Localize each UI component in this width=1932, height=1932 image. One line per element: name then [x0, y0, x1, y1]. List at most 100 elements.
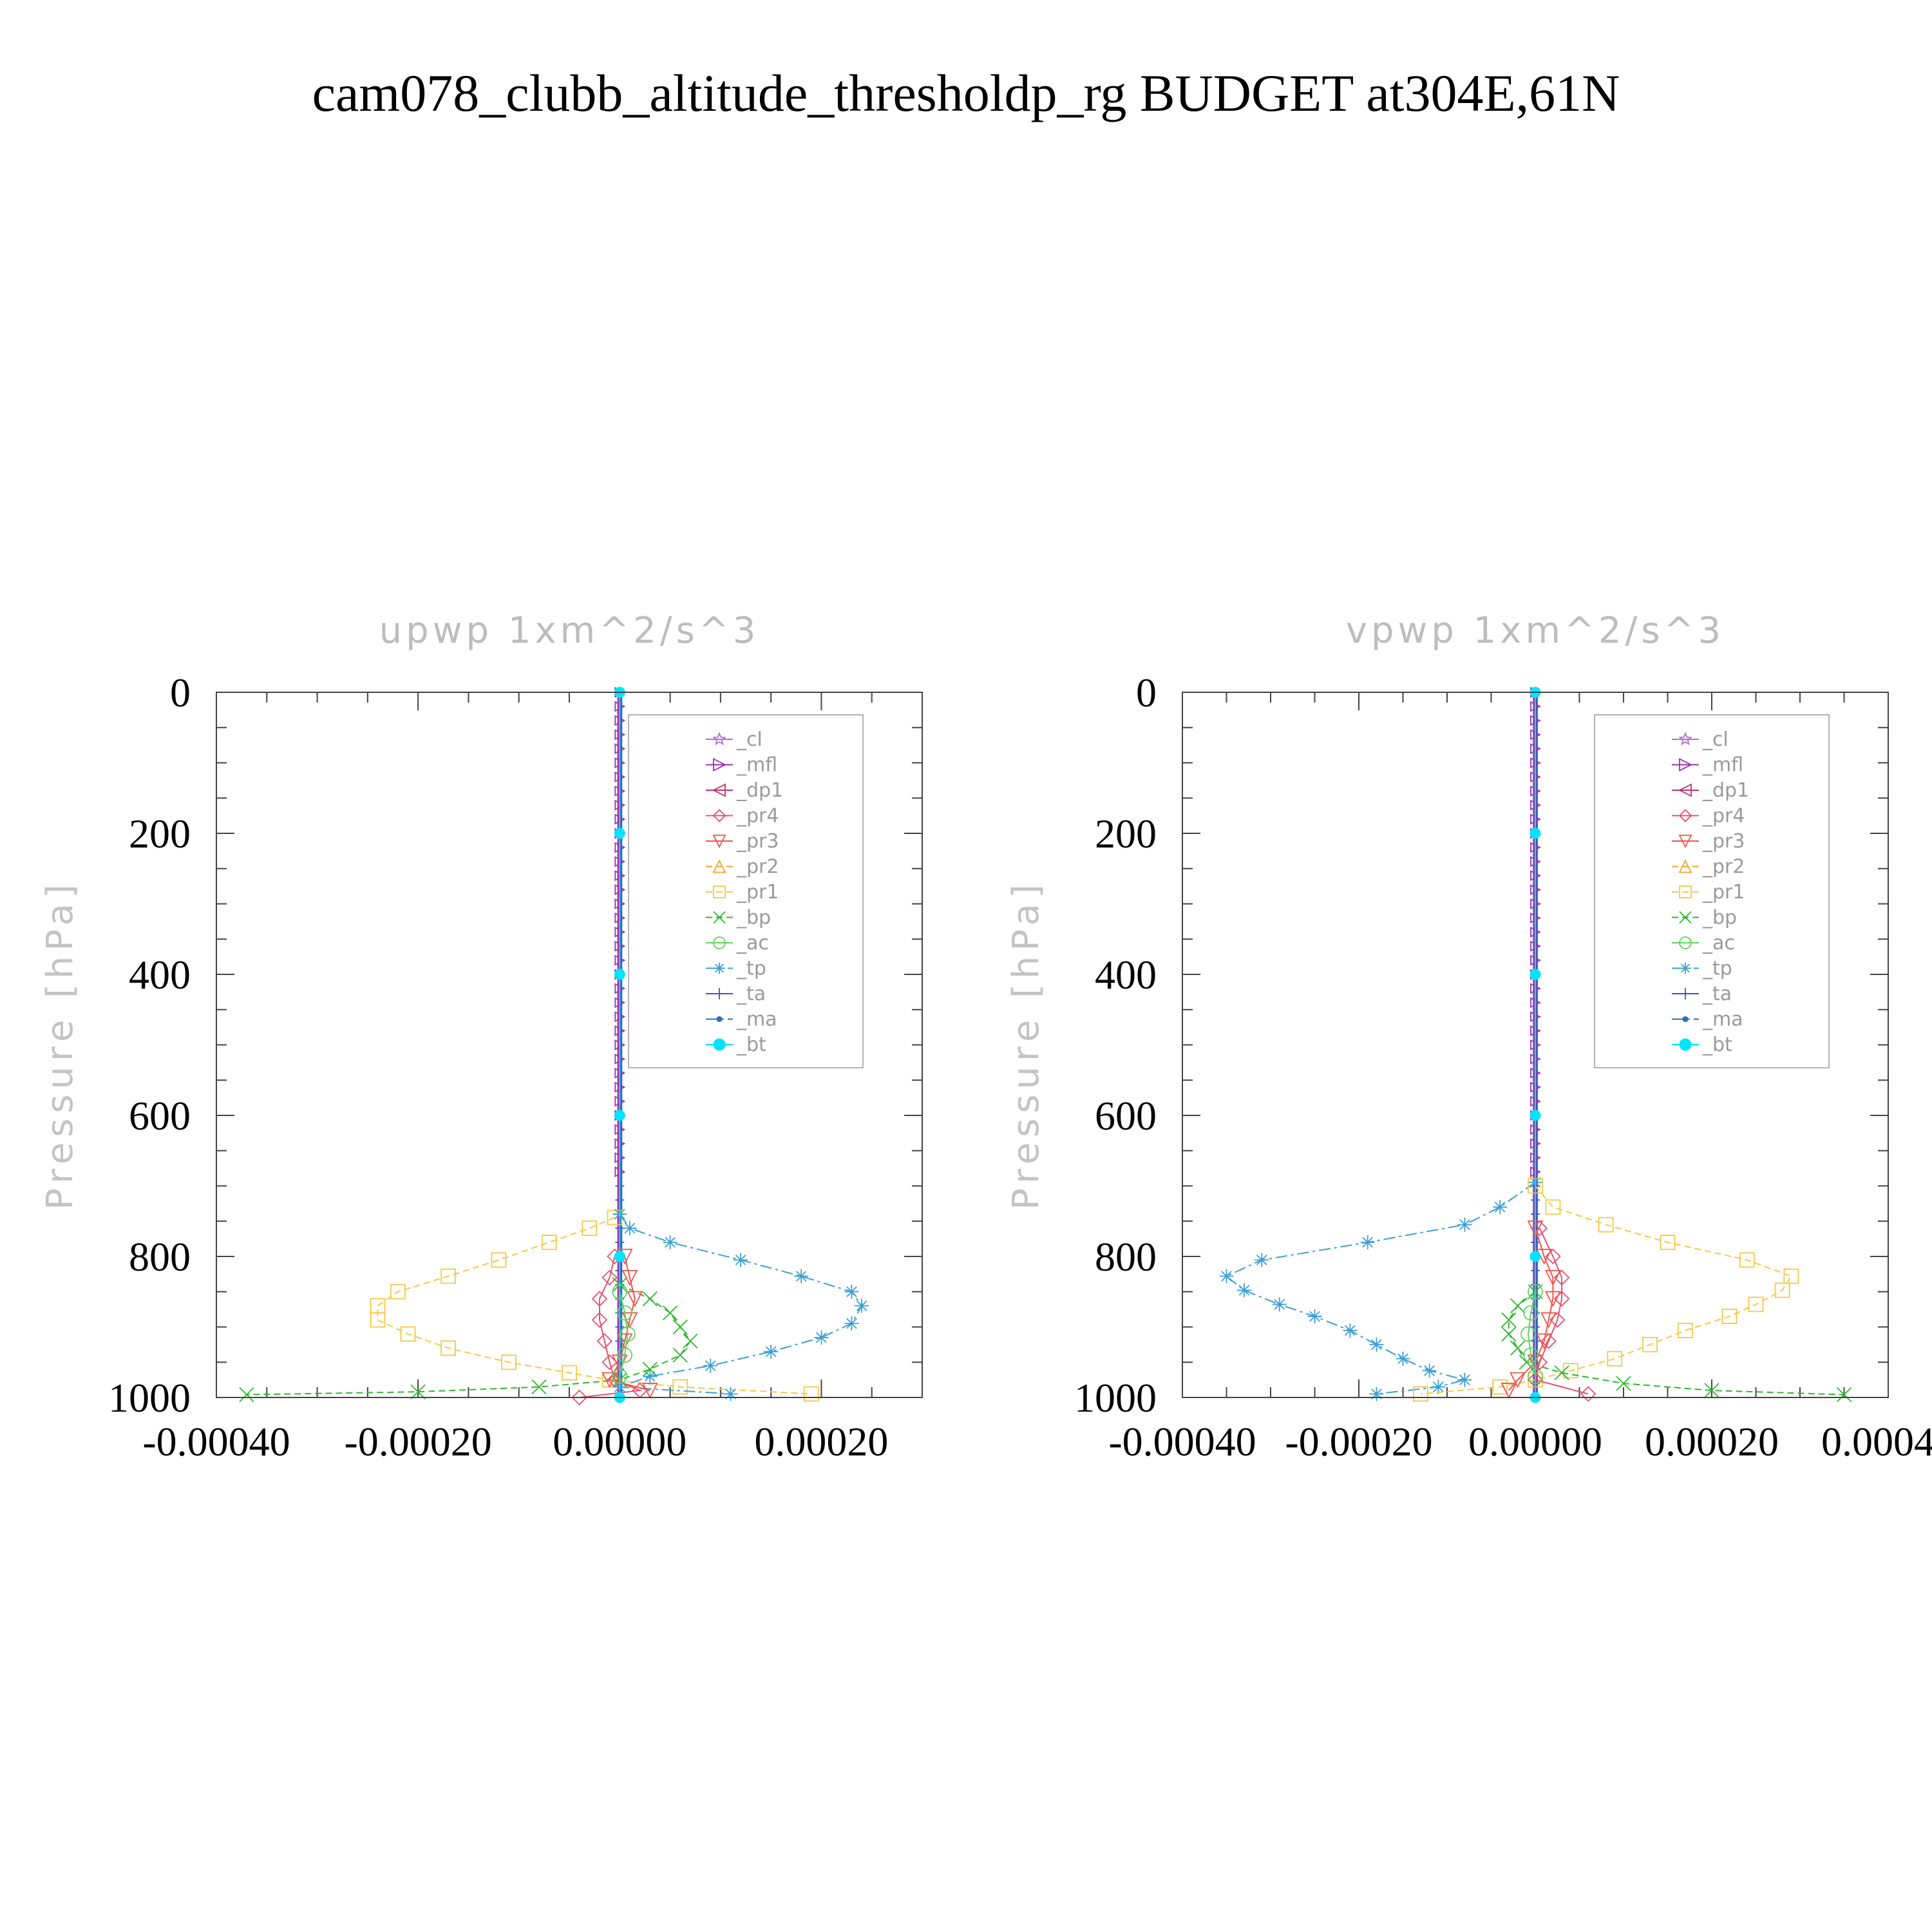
upwp-point-bp	[672, 1319, 688, 1335]
vpwp-point-bt	[1530, 969, 1541, 980]
vpwp-legend-label-dp1: _dp1	[1702, 779, 1749, 802]
vpwp-point-tp	[1236, 1283, 1251, 1298]
vpwp-point-pr3	[1510, 1372, 1526, 1388]
vpwp-point-pr1	[1748, 1296, 1764, 1312]
upwp-legend-marker-ta	[714, 988, 725, 999]
upwp-point-pr4	[601, 1269, 618, 1286]
upwp-point-bp	[672, 1347, 688, 1363]
upwp-legend-marker-pr4	[712, 809, 726, 822]
vpwp-xtick-label: -0.00040	[1108, 1419, 1256, 1464]
upwp-legend-label-cl: _cl	[736, 728, 762, 751]
upwp-series-layer	[239, 687, 869, 1406]
upwp-point-tp	[643, 1369, 658, 1384]
vpwp-series-line-tp	[1225, 1182, 1536, 1395]
vpwp-point-tp	[1307, 1309, 1322, 1324]
vpwp-point-pr1	[1545, 1199, 1561, 1215]
vpwp-legend-label-bp: _bp	[1702, 907, 1737, 929]
upwp-legend-label-pr1: _pr1	[736, 881, 779, 904]
upwp-series-line-pr4	[579, 1256, 643, 1398]
upwp-legend-marker-mfl	[713, 758, 727, 772]
vpwp-point-pr3	[1536, 1333, 1553, 1350]
vpwp-point-tp	[1272, 1297, 1287, 1312]
upwp-legend-marker-cl	[712, 732, 726, 746]
upwp-plot-frame	[216, 692, 923, 1398]
vpwp-ytick-label: 1000	[1074, 1375, 1157, 1421]
vpwp-legend-marker-ta	[1680, 988, 1691, 999]
upwp-point-pr4	[596, 1333, 613, 1349]
vpwp-plot-frame	[1182, 692, 1889, 1398]
vpwp-legend-marker-pr4	[1678, 809, 1692, 822]
upwp-point-tp	[663, 1235, 677, 1250]
vpwp-point-pr1	[1739, 1252, 1755, 1268]
vpwp-ytick-label: 0	[1136, 670, 1157, 715]
upwp-xtick-label: -0.00020	[344, 1419, 491, 1464]
vpwp-point-pr1	[1492, 1379, 1508, 1395]
vpwp-legend-label-ta: _ta	[1702, 983, 1732, 1005]
upwp-point-bp	[642, 1291, 658, 1307]
upwp-legend-label-pr2: _pr2	[736, 856, 779, 878]
vpwp-xtick-label: -0.00020	[1285, 1419, 1432, 1464]
vpwp-point-pr4	[1540, 1333, 1557, 1349]
upwp-panel: upwp 1xm^2/s^3 Pressure [hPa] 0 200 400 600…	[39, 610, 923, 1464]
upwp-legend-marker-dp1	[712, 783, 726, 797]
upwp-tick-labels: 0 200 400 600 800 1000-0.00040 -0.00020 0.00000…	[108, 670, 888, 1464]
vpwp-legend-marker-ma	[1682, 1016, 1689, 1023]
upwp-point-tp	[703, 1358, 718, 1373]
vpwp-tick-marks	[1182, 692, 1889, 1398]
vpwp-ytick-label: 600	[1095, 1093, 1157, 1139]
upwp-point-tp	[855, 1298, 869, 1313]
upwp-point-pr1	[803, 1386, 819, 1402]
vpwp-point-bp	[1704, 1383, 1719, 1398]
vpwp-point-pr1	[1774, 1282, 1790, 1298]
vpwp-point-pr1	[1642, 1336, 1658, 1352]
vpwp-xtick-label: 0.00040	[1821, 1419, 1932, 1464]
upwp-legend-label-ma: _ma	[736, 1009, 777, 1031]
vpwp-point-bt	[1530, 1110, 1541, 1121]
upwp-point-bp	[239, 1387, 254, 1403]
vpwp-point-tp	[1219, 1269, 1234, 1283]
vpwp-legend-label-pr3: _pr3	[1702, 830, 1745, 853]
upwp-point-bt	[614, 969, 625, 980]
vpwp-point-pr1	[1607, 1350, 1623, 1367]
vpwp-legend-label-ma: _ma	[1702, 1009, 1743, 1031]
upwp-point-tp	[814, 1330, 829, 1345]
upwp-legend-marker-tp	[714, 962, 725, 974]
upwp-point-tp	[794, 1269, 809, 1283]
vpwp-legend-label-cl: _cl	[1702, 728, 1728, 751]
upwp-point-pr1	[501, 1354, 516, 1370]
upwp-ytick-label: 600	[129, 1093, 191, 1139]
upwp-legend-label-bp: _bp	[736, 907, 771, 929]
vpwp-legend-label-pr2: _pr2	[1702, 856, 1745, 878]
upwp-ytick-label: 1000	[108, 1375, 191, 1421]
vpwp-panel: vpwp 1xm^2/s^3 Pressure [hPa] 0 200 400 600…	[1005, 610, 1932, 1464]
vpwp-legend-marker-pr2	[1678, 859, 1692, 873]
vpwp-point-tp	[1255, 1253, 1269, 1267]
vpwp-point-bp	[1616, 1376, 1631, 1391]
vpwp-legend-label-ac: _ac	[1702, 932, 1735, 954]
vpwp-ytick-label: 200	[1095, 811, 1157, 857]
vpwp-xtick-label: 0.00000	[1468, 1419, 1602, 1464]
upwp-legend-marker-pr1	[713, 886, 726, 898]
vpwp-legend-marker-ac	[1679, 936, 1692, 949]
upwp-legend-marker-ac	[713, 936, 726, 949]
upwp-point-pr4	[571, 1389, 587, 1406]
vpwp-point-pr1	[1783, 1268, 1799, 1284]
upwp-point-bt	[614, 1251, 625, 1262]
upwp-xtick-label: -0.00040	[142, 1419, 290, 1464]
upwp-series-line-pr1	[377, 1217, 811, 1395]
upwp-panel-title: upwp 1xm^2/s^3	[379, 610, 760, 652]
vpwp-point-bp	[1554, 1365, 1569, 1381]
upwp-ytick-label: 200	[129, 811, 191, 857]
upwp-point-bp	[642, 1361, 658, 1377]
vpwp-point-ac	[1523, 1305, 1539, 1321]
upwp-legend-marker-pr3	[712, 835, 726, 849]
upwp-legend-marker-bp	[713, 911, 726, 924]
vpwp-point-tp	[1431, 1379, 1446, 1394]
vpwp-legend-label-pr4: _pr4	[1702, 805, 1745, 828]
vpwp-series-line-bp	[1508, 1291, 1844, 1396]
vpwp-point-pr1	[1721, 1309, 1738, 1324]
upwp-point-bp	[410, 1384, 426, 1399]
vpwp-point-pr1	[1677, 1323, 1693, 1338]
vpwp-legend-marker-pr1	[1679, 886, 1692, 898]
upwp-point-tp	[622, 1221, 637, 1236]
